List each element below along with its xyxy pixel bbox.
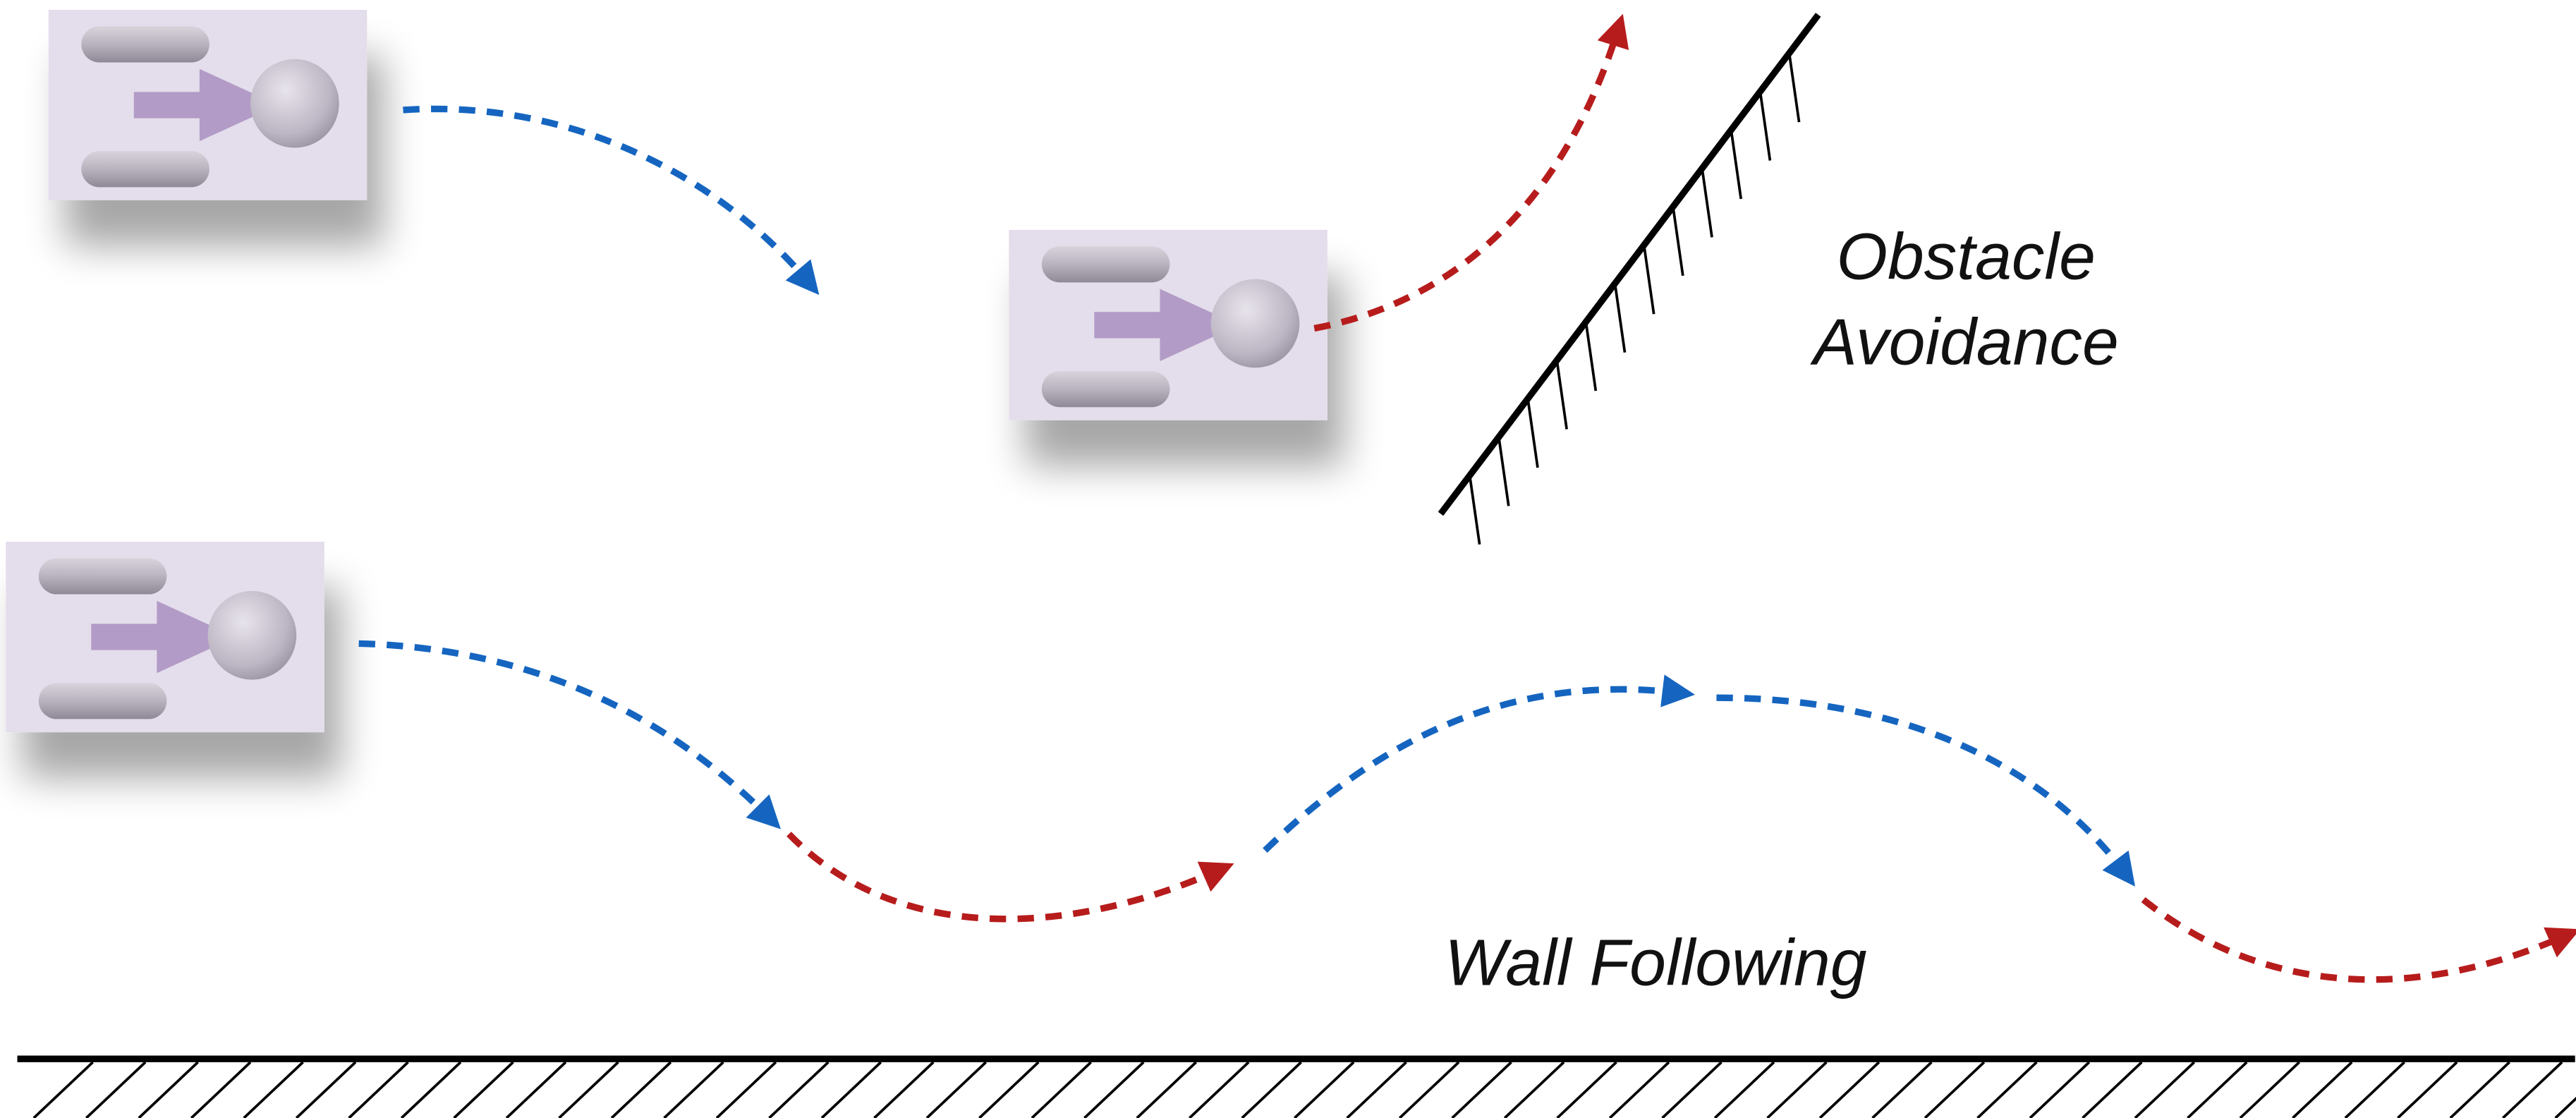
path xyxy=(1313,13,1629,332)
path xyxy=(786,832,1234,923)
hatch xyxy=(663,1061,724,1118)
hatch xyxy=(1031,1061,1092,1118)
hatch xyxy=(1136,1061,1197,1118)
hatch xyxy=(558,1061,619,1118)
hatch xyxy=(1294,1061,1355,1118)
hatch xyxy=(1818,1061,1881,1118)
hatch xyxy=(1758,91,1772,161)
hatch xyxy=(243,1061,304,1118)
path xyxy=(358,640,781,830)
robot xyxy=(49,10,367,200)
hatch xyxy=(1608,1061,1670,1118)
hatch xyxy=(715,1061,777,1118)
hatch xyxy=(1503,1061,1565,1118)
hatch xyxy=(400,1061,462,1118)
hatch xyxy=(2292,1061,2353,1118)
hatch xyxy=(1083,1061,1145,1118)
hatch xyxy=(2554,1096,2576,1118)
hatch xyxy=(1642,245,1655,315)
hatch xyxy=(2029,1061,2091,1118)
hatch xyxy=(1787,53,1801,123)
wall-label: Wall Following xyxy=(1445,925,1866,999)
hatch xyxy=(1241,1061,1302,1118)
hatch xyxy=(1526,398,1539,468)
hatch xyxy=(138,1061,199,1118)
hatch xyxy=(2239,1061,2300,1118)
hatch xyxy=(1584,322,1598,391)
hatch xyxy=(1613,283,1627,353)
hatch xyxy=(1451,1061,1512,1118)
hatch xyxy=(2397,1061,2458,1118)
hatch xyxy=(1766,1061,1828,1118)
hatch xyxy=(1398,1061,1460,1118)
hatch xyxy=(1924,1061,1986,1118)
hatch xyxy=(505,1061,567,1118)
hatching xyxy=(32,53,2576,1118)
hatch xyxy=(190,1061,252,1118)
hatch xyxy=(2449,1061,2510,1118)
hatch xyxy=(2134,1061,2196,1118)
hatch xyxy=(1555,360,1568,430)
hatch xyxy=(32,1061,94,1118)
hatch xyxy=(978,1061,1040,1118)
hatch xyxy=(1661,1061,1723,1118)
hatch xyxy=(1468,475,1481,545)
hatch xyxy=(1189,1061,1250,1118)
hatch xyxy=(2344,1061,2405,1118)
paths xyxy=(358,13,2576,983)
hatch xyxy=(453,1061,514,1118)
hatch xyxy=(1871,1061,1933,1118)
hatch xyxy=(873,1061,935,1118)
robot xyxy=(6,542,324,732)
hatch xyxy=(295,1061,357,1118)
obstacle-label: Obstacle xyxy=(1837,220,2096,293)
hatch xyxy=(2187,1061,2248,1118)
hatch xyxy=(348,1061,409,1118)
path xyxy=(1716,694,2135,887)
hatch xyxy=(1730,129,1743,200)
hatch xyxy=(1713,1061,1775,1118)
path xyxy=(2141,897,2576,983)
path xyxy=(1263,674,1696,853)
hatch xyxy=(85,1061,147,1118)
robot xyxy=(1009,230,1328,420)
hatch xyxy=(1556,1061,1617,1118)
hatch xyxy=(1976,1061,2038,1118)
hatch xyxy=(768,1061,830,1118)
hatch xyxy=(2082,1061,2143,1118)
hatch xyxy=(820,1061,882,1118)
hatch xyxy=(925,1061,988,1118)
hatch xyxy=(2502,1061,2563,1118)
obstacle-label: Avoidance xyxy=(1810,305,2119,379)
hatch xyxy=(1672,206,1684,277)
hatch xyxy=(1701,168,1713,238)
path xyxy=(403,105,820,296)
obstacle-wall xyxy=(1438,13,1821,516)
hatch xyxy=(1497,437,1510,506)
hatch xyxy=(1346,1061,1407,1118)
hatch xyxy=(610,1061,672,1118)
